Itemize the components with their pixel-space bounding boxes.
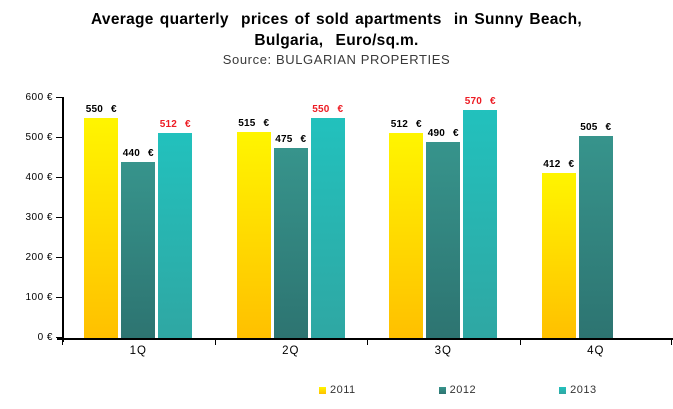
bar-2011-3q: 512 € [389, 119, 424, 338]
bar-value-label: 440 € [122, 148, 154, 159]
x-tick-mark [671, 340, 672, 345]
bar-group-4q: 412 € 505 € [520, 98, 673, 338]
bar-2013-3q: 570 € [463, 96, 498, 338]
y-axis-tick-label: 500 € [25, 132, 53, 143]
bar-group-2q: 515 € 475 € 550 € [215, 98, 368, 338]
y-tick-mark [56, 217, 62, 218]
x-tick-mark [367, 340, 368, 345]
chart-title-line1: Average quarterly prices of sold apartme… [91, 11, 582, 28]
chart-title-line2: Bulgaria, Euro/sq.m. [254, 32, 419, 49]
chart-title: Average quarterly prices of sold apartme… [0, 9, 673, 51]
bar-value-label: 412 € [543, 159, 575, 171]
legend-item-2011: 2011 [319, 384, 356, 396]
x-tick-mark [62, 340, 63, 345]
y-axis-tick-label: 0 € [37, 332, 53, 343]
bar-2011-1q: 550 € [84, 104, 119, 338]
x-tick-mark [519, 340, 521, 345]
bar-2012-2q: 475 € [273, 134, 308, 338]
bar-value-label: 512 € [159, 119, 191, 131]
y-axis-tick-label: 300 € [25, 212, 53, 223]
bar-value-label: 505 € [580, 122, 612, 133]
bar-value-label: 490 € [427, 128, 459, 139]
bar-value-label: 570 € [464, 96, 496, 107]
x-axis-label-4q: 4Q [587, 345, 605, 357]
y-axis-tick-label: 200 € [25, 252, 53, 263]
x-axis-label-1q: 1Q [129, 345, 147, 357]
x-axis-label-3q: 3Q [434, 345, 452, 357]
bar-2012-3q: 490 € [426, 128, 461, 338]
legend-label-2011: 2011 [330, 384, 356, 396]
bar-group-3q: 512 € 490 € 570 € [367, 96, 520, 338]
plot-area: 550 € 440 € 512 € 515 € 475 € 550 € 512 € 490 €… [62, 96, 673, 338]
x-axis-line [57, 338, 673, 340]
x-axis-labels: 1Q 2Q 3Q 4Q [62, 345, 672, 357]
y-tick-mark [56, 137, 62, 138]
y-axis-tick-label: 600 € [25, 92, 53, 103]
y-tick-mark [56, 177, 62, 178]
y-axis-tick-label: 100 € [25, 292, 53, 303]
bar-2012-4q: 505 € [578, 122, 613, 338]
legend-item-2013: 2013 [559, 384, 596, 396]
legend-label-2012: 2012 [449, 384, 477, 396]
bar-value-label: 515 € [238, 118, 270, 129]
legend-item-2012: 2012 [438, 384, 477, 396]
legend-swatch-2011 [319, 386, 326, 394]
chart-source: Source: BULGARIAN PROPERTIES [222, 52, 451, 67]
bar-group-1q: 550 € 440 € 512 € [62, 98, 215, 338]
bar-value-label: 512 € [390, 119, 422, 131]
legend-swatch-2012 [438, 386, 446, 394]
y-axis-line [62, 97, 64, 342]
x-tick-mark [214, 340, 216, 345]
bar-2011-4q: 412 € [541, 159, 576, 338]
y-tick-mark [56, 257, 62, 258]
bar-2012-1q: 440 € [121, 148, 156, 338]
x-axis-label-2q: 2Q [282, 345, 300, 357]
y-axis-tick-label: 400 € [25, 172, 53, 183]
y-tick-mark [56, 97, 62, 98]
bar-value-label: 550 € [85, 104, 117, 115]
bar-value-label: 550 € [312, 104, 344, 115]
legend-label-2013: 2013 [570, 384, 597, 396]
bar-2011-2q: 515 € [236, 118, 271, 338]
y-tick-mark [56, 337, 62, 338]
bar-2013-2q: 550 € [310, 104, 345, 338]
y-tick-mark [56, 297, 62, 298]
bar-value-label: 475 € [275, 134, 307, 145]
legend-swatch-2013 [559, 386, 567, 394]
legend: 2011 2012 2013 [319, 384, 597, 396]
bar-2013-1q: 512 € [158, 119, 193, 338]
